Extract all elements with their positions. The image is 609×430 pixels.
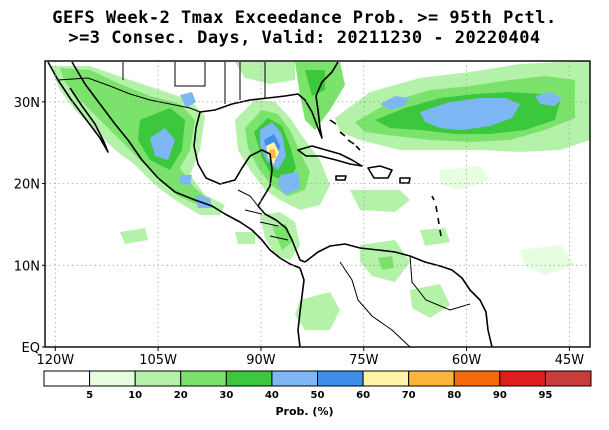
longitude-label: 105W xyxy=(139,353,177,368)
colorbar-tick-label: 40 xyxy=(265,390,279,401)
probability-map: 120W 105W 90W 75W 60W 45W 30N 20N 10N EQ xyxy=(14,60,591,368)
axis-labels: 120W 105W 90W 75W 60W 45W 30N 20N 10N EQ xyxy=(14,96,585,368)
colorbar-tick-label: 90 xyxy=(493,390,507,401)
colorbar-swatch xyxy=(453,370,501,387)
title-line-1: GEFS Week-2 Tmax Exceedance Prob. >= 95t… xyxy=(52,8,557,28)
grid-lines xyxy=(45,61,590,347)
probability-shading xyxy=(50,61,590,330)
colorbar-swatch xyxy=(89,370,136,387)
colorbar-tick-label: 80 xyxy=(447,390,461,401)
colorbar-swatch xyxy=(362,370,410,387)
colorbar-swatch xyxy=(499,370,546,387)
political-borders xyxy=(57,62,471,347)
longitude-label: 75W xyxy=(349,353,379,368)
colorbar-tick-label: 70 xyxy=(402,390,416,401)
colorbar-swatch xyxy=(408,370,455,387)
colorbar-swatch xyxy=(271,370,318,387)
colorbar-swatch xyxy=(134,370,182,387)
latitude-label: 30N xyxy=(14,96,40,111)
colorbar-units: Prob. (%) xyxy=(275,405,334,418)
colorbar-tick-label: 30 xyxy=(219,390,233,401)
colorbar-swatch xyxy=(225,370,273,387)
colorbar-tick-label: 10 xyxy=(128,390,142,401)
longitude-label: 45W xyxy=(555,353,585,368)
colorbar-swatch xyxy=(544,370,592,387)
colorbar-tick-label: 95 xyxy=(538,390,552,401)
coastlines xyxy=(47,61,493,347)
latitude-label: 20N xyxy=(14,178,40,193)
colorbar-swatch xyxy=(180,370,227,387)
longitude-label: 60W xyxy=(452,353,482,368)
latitude-label: EQ xyxy=(22,341,40,356)
longitude-label: 120W xyxy=(36,353,74,368)
colorbar-swatch xyxy=(43,370,91,387)
colorbar-tick-label: 20 xyxy=(174,390,188,401)
colorbar-tick-label: 5 xyxy=(86,390,93,401)
colorbar-swatch xyxy=(317,370,364,387)
title-line-2: >=3 Consec. Days, Valid: 20211230 - 2022… xyxy=(68,28,541,48)
latitude-label: 10N xyxy=(14,259,40,274)
colorbar-tick-label: 50 xyxy=(311,390,325,401)
colorbar-tick-label: 60 xyxy=(356,390,370,401)
longitude-label: 90W xyxy=(246,353,276,368)
map-frame xyxy=(44,60,591,348)
